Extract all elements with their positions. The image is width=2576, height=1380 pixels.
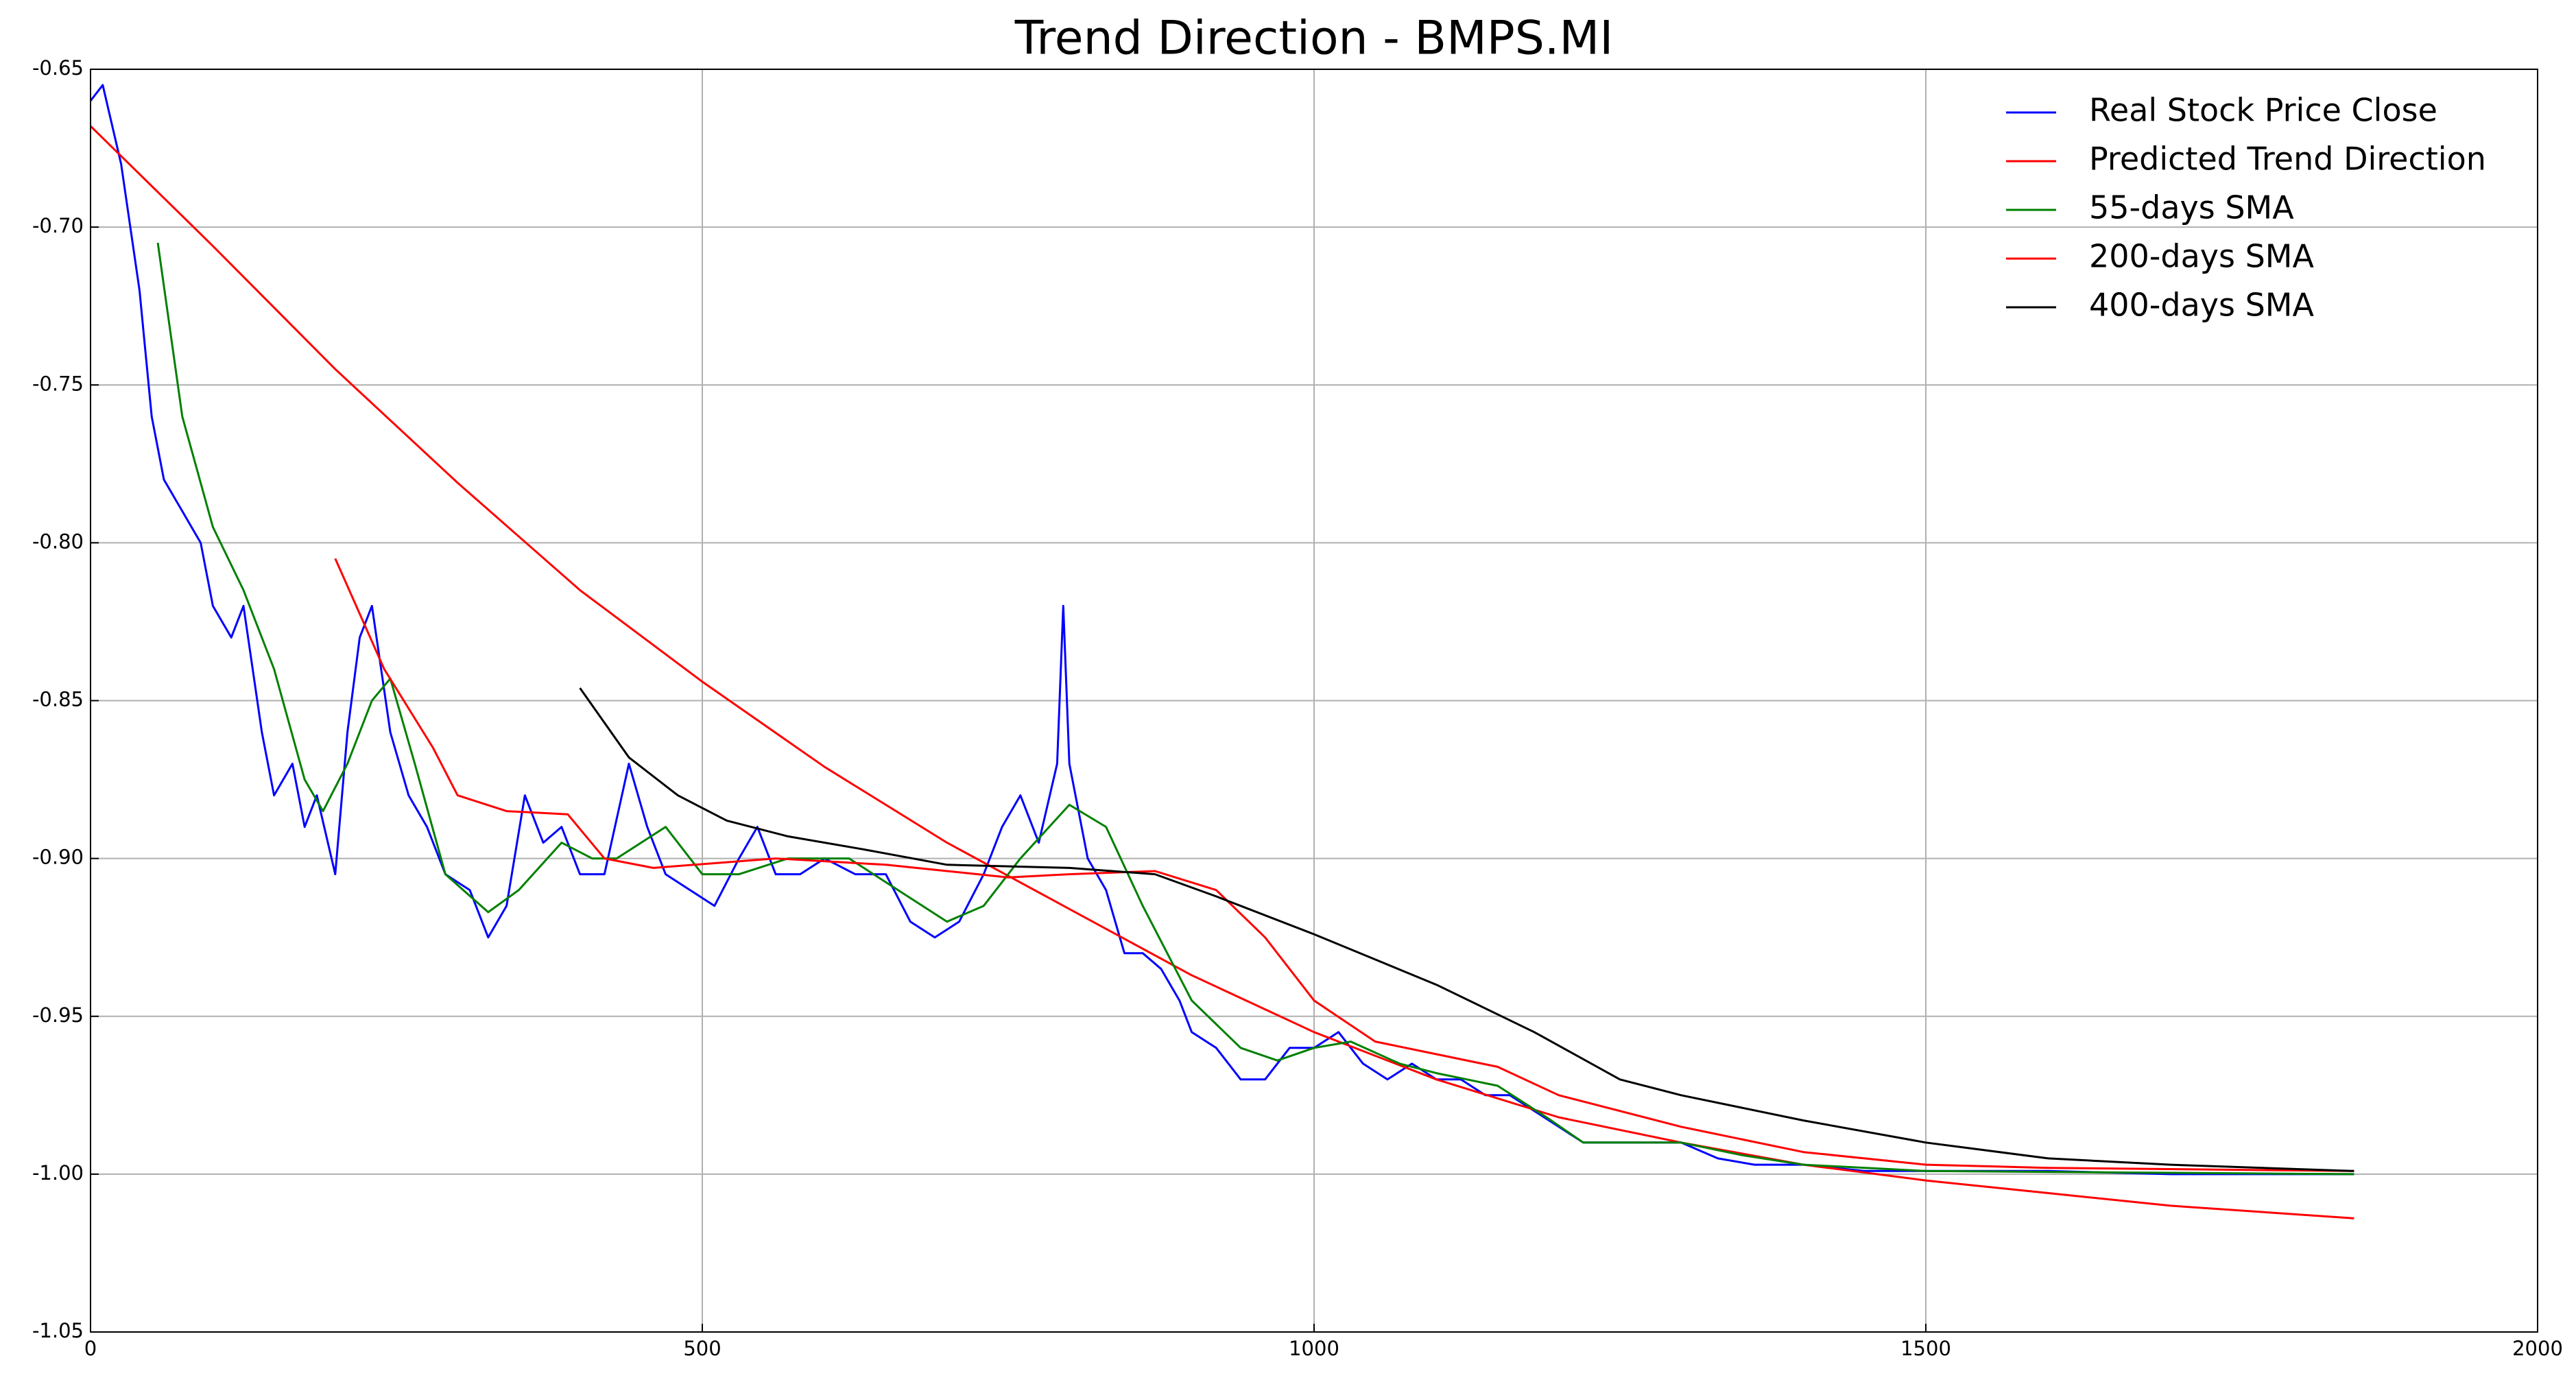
legend-label: 55-days SMA: [2089, 189, 2294, 226]
x-tick-label: 0: [84, 1337, 97, 1360]
y-tick-label: -0.65: [32, 56, 84, 80]
legend-label: Real Stock Price Close: [2089, 92, 2437, 129]
legend-label: Predicted Trend Direction: [2089, 141, 2486, 178]
y-tick-label: -1.05: [32, 1319, 84, 1342]
y-tick-label: -0.85: [32, 688, 84, 711]
y-tick-label: -1.00: [32, 1161, 84, 1185]
x-tick-label: 1500: [1900, 1337, 1951, 1360]
x-tick-label: 1000: [1289, 1337, 1339, 1360]
x-tick-label: 2000: [2512, 1337, 2563, 1360]
legend-label: 400-days SMA: [2089, 287, 2314, 324]
y-tick-label: -0.70: [32, 214, 84, 237]
series-line: [89, 84, 2354, 1176]
series-line: [579, 687, 2354, 1172]
plot-frame: [90, 69, 2538, 1333]
series-line: [156, 242, 2354, 1176]
y-tick-label: -0.90: [32, 846, 84, 869]
legend-label: 200-days SMA: [2089, 238, 2314, 275]
y-tick-label: -0.95: [32, 1003, 84, 1027]
series-line: [89, 125, 2354, 1220]
y-tick-label: -0.80: [32, 530, 84, 553]
x-tick-label: 500: [683, 1337, 721, 1360]
series-line: [334, 558, 2354, 1172]
chart-title: Trend Direction - BMPS.MI: [1014, 12, 1614, 66]
y-tick-label: -0.75: [32, 372, 84, 395]
